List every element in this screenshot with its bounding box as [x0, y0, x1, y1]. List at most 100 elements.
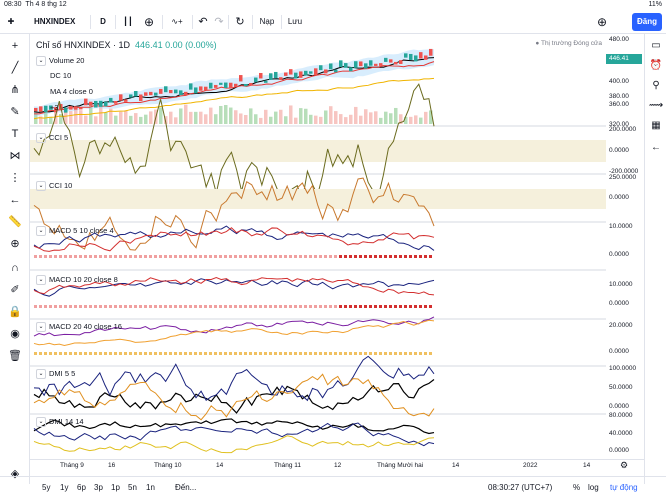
macd-histogram-bar — [219, 255, 222, 258]
candle — [424, 55, 428, 60]
crosshair-tool-icon[interactable]: + — [11, 40, 19, 52]
volume-bar — [114, 115, 118, 124]
eye-icon[interactable]: ◉ — [10, 328, 20, 340]
range-1y[interactable]: 1y — [60, 483, 69, 492]
pane-label-macd5[interactable]: ⌄ MACD 5 10 close 4 — [36, 226, 114, 237]
legend-ma[interactable]: MA 4 close 0 — [50, 87, 93, 96]
candle — [154, 92, 158, 96]
zoom-icon[interactable]: ⊕ — [10, 238, 20, 250]
magnet-icon[interactable]: ∩ — [11, 262, 19, 274]
volume-bar — [399, 114, 403, 124]
macd-histogram-bar — [249, 255, 252, 258]
macd-histogram-bar — [269, 352, 272, 355]
range-1p[interactable]: 1p — [111, 483, 120, 492]
lock-icon[interactable]: 🔒 — [8, 306, 22, 318]
macd-histogram-bar — [74, 305, 77, 308]
macd-histogram-bar — [319, 352, 322, 355]
range-3p[interactable]: 3p — [94, 483, 103, 492]
reload-icon[interactable]: ↻ — [235, 16, 245, 28]
candle — [394, 61, 398, 65]
save-button[interactable]: Lưu — [287, 17, 303, 26]
legend-volume[interactable]: ⌄ Volume 20 — [36, 56, 84, 67]
add-indicator-icon[interactable]: ⊕ — [143, 15, 155, 29]
layers-icon[interactable]: ◈ — [10, 468, 20, 480]
load-button[interactable]: Nạp — [259, 17, 275, 26]
macd-histogram-bar — [259, 255, 262, 258]
candle — [389, 59, 393, 63]
trash-icon[interactable]: 🗑 — [8, 350, 22, 362]
range-5y[interactable]: 5y — [42, 483, 51, 492]
macd-histogram-bar — [139, 352, 142, 355]
undo-icon[interactable]: ↶ — [198, 16, 208, 28]
time-axis[interactable]: Tháng 9 16 Tháng 10 14 Tháng 11 12 Tháng… — [30, 459, 644, 471]
clock[interactable]: 08:30:27 (UTC+7) — [488, 483, 553, 492]
axis-label: 10.0000 — [609, 281, 633, 288]
macd-histogram-bar — [354, 255, 357, 258]
macd-histogram-bar — [134, 305, 137, 308]
volume-bar — [119, 111, 123, 124]
macd-histogram-bar — [394, 305, 397, 308]
candle — [344, 63, 348, 68]
macd-histogram-bar — [154, 255, 157, 258]
legend-dc[interactable]: DC 10 — [50, 71, 72, 80]
pitchfork-icon[interactable]: ⋔ — [10, 84, 20, 96]
fib-icon[interactable]: ⋮ — [9, 172, 21, 184]
time-label: 14 — [583, 462, 591, 469]
range-6p[interactable]: 6p — [77, 483, 86, 492]
macd-histogram-bar — [59, 352, 62, 355]
pane-label-dmi14[interactable]: ⌄ DMI 14 14 — [36, 417, 84, 428]
legend-more[interactable]: +3 — [50, 103, 59, 112]
candle — [419, 52, 423, 59]
auto-toggle[interactable]: tự động — [610, 483, 638, 492]
axis-label: 100.0000 — [609, 365, 637, 372]
candle — [174, 89, 178, 94]
adx-line — [33, 418, 435, 435]
pane-label-macd10[interactable]: ⌄ MACD 10 20 close 8 — [36, 275, 118, 286]
volume-bar — [109, 108, 113, 124]
ruler-icon[interactable]: 📏 — [8, 216, 22, 228]
pattern-icon[interactable]: ⋈ — [9, 150, 21, 162]
pane-label-macd20[interactable]: ⌄ MACD 20 40 close 16 — [36, 322, 122, 333]
macd-histogram-bar — [89, 255, 92, 258]
hotlist-icon[interactable]: ⟿ — [648, 100, 664, 111]
watchlist-icon[interactable]: ▭ — [651, 40, 661, 51]
candle — [399, 60, 403, 64]
log-toggle[interactable]: log — [588, 483, 599, 492]
volume-bar — [269, 116, 273, 124]
volume-bar — [34, 111, 38, 124]
calendar-icon[interactable]: ▦ — [651, 120, 661, 131]
lock-drawing-icon[interactable]: ✐ — [10, 284, 20, 296]
alerts-icon[interactable]: ⏰ — [649, 60, 663, 71]
symbol-search-button[interactable]: HNXINDEX — [34, 17, 76, 26]
range-5n[interactable]: 5n — [128, 483, 137, 492]
pane-label-cci5[interactable]: ⌄ CCI 5 — [36, 133, 68, 144]
compare-icon[interactable]: ∿+ — [171, 17, 183, 26]
redo-icon[interactable]: ↷ — [214, 16, 224, 28]
percent-toggle[interactable]: % — [573, 483, 581, 492]
chart-canvas[interactable] — [30, 34, 606, 454]
macd-histogram-bar — [99, 352, 102, 355]
volume-bar — [304, 108, 308, 124]
text-tool-icon[interactable]: T — [11, 128, 19, 140]
volume-bar — [344, 117, 348, 124]
settings-gear-icon[interactable]: ⚙ — [620, 460, 629, 470]
macd-histogram-bar — [59, 255, 62, 258]
goto-date-button[interactable]: Đến... — [175, 483, 197, 492]
pane-label-dmi5[interactable]: ⌄ DMI 5 5 — [36, 369, 75, 380]
price-axis[interactable]: 480.00 446.41 400.00 380.00 360.00 320.0… — [606, 34, 644, 454]
range-1n[interactable]: 1n — [146, 483, 155, 492]
interval-button[interactable]: D — [100, 17, 106, 26]
back-arrow-icon[interactable]: ← — [9, 194, 21, 206]
macd-histogram-bar — [129, 305, 132, 308]
axis-label: -200.0000 — [609, 168, 639, 175]
add-icon[interactable]: ⊕ — [596, 15, 608, 29]
collapse-arrow-icon[interactable]: ← — [651, 142, 661, 153]
crosshair-icon[interactable]: ✚ — [7, 17, 15, 26]
data-window-icon[interactable]: ⚲ — [652, 80, 660, 91]
candles-icon[interactable]: ┃┃ — [123, 17, 133, 26]
brush-icon[interactable]: ✎ — [10, 106, 20, 118]
pane-label-cci10[interactable]: ⌄ CCI 10 — [36, 181, 72, 192]
trend-line-icon[interactable]: ╱ — [11, 62, 19, 74]
chart-area[interactable]: Chỉ số HNXINDEX · 1D 446.41 0.00 (0.00%)… — [30, 34, 606, 454]
publish-button[interactable]: Đăng — [632, 13, 662, 31]
